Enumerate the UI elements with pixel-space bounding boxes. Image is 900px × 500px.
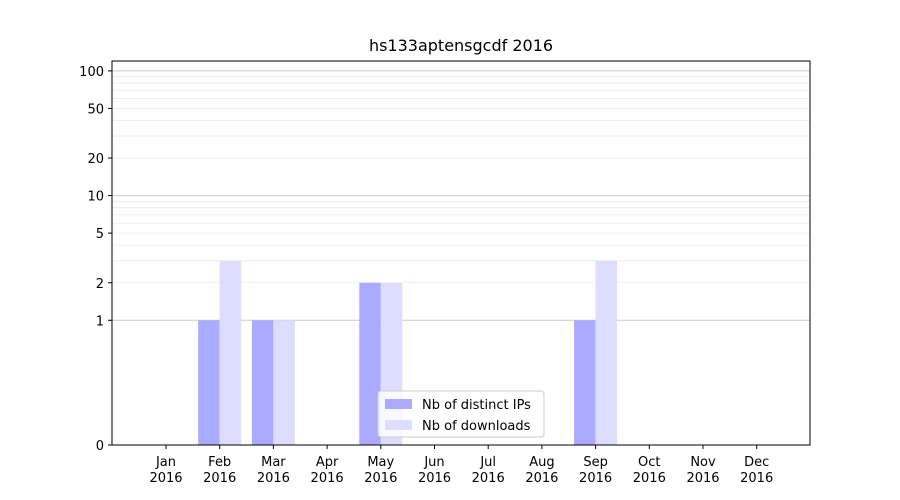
x-tick-label-year: 2016 [686,471,719,486]
x-tick-label-year: 2016 [525,471,558,486]
chart-title: hs133aptensgcdf 2016 [369,36,553,55]
y-tick-label: 0 [96,439,104,454]
x-tick-label-year: 2016 [418,471,451,486]
x-tick-label-year: 2016 [149,471,182,486]
bar-distinct-ips [198,320,220,445]
legend-box [377,390,545,438]
x-tick-label-year: 2016 [740,471,773,486]
x-tick-label-year: 2016 [364,471,397,486]
legend-swatch [385,420,412,430]
x-tick-label-month: Mar [261,455,286,470]
y-tick-label: 5 [96,227,104,242]
y-tick-label: 10 [87,190,104,205]
x-tick-label-year: 2016 [633,471,666,486]
bar-distinct-ips [574,320,596,445]
x-tick-label-month: Jun [423,455,444,470]
x-tick-label-month: Jul [479,455,496,470]
x-tick-label-month: Oct [638,455,660,470]
bar-downloads [219,260,242,445]
legend-label: Nb of downloads [422,419,531,434]
y-tick-label: 20 [87,152,104,167]
x-tick-label-month: Feb [208,455,231,470]
y-tick-label: 1 [96,314,104,329]
x-tick-label-month: Jan [155,455,176,470]
x-tick-label-year: 2016 [579,471,612,486]
x-tick-label-month: May [367,455,394,470]
bar-downloads [273,320,295,445]
x-tick-label-month: Aug [529,455,554,470]
legend-swatch [385,399,412,409]
bar-downloads [595,260,618,445]
y-tick-label: 2 [96,277,104,292]
x-tick-label-month: Dec [744,455,769,470]
legend-label: Nb of distinct IPs [422,398,531,413]
x-tick-label-year: 2016 [311,471,344,486]
x-tick-label-year: 2016 [472,471,505,486]
bar-distinct-ips [359,282,381,445]
x-tick-label-month: Nov [690,455,716,470]
bar-distinct-ips [251,320,274,445]
x-tick-label-month: Apr [316,455,339,470]
legend: Nb of distinct IPs Nb of downloads [377,390,545,438]
y-tick-label: 50 [87,102,104,117]
x-tick-label-year: 2016 [203,471,236,486]
axes: 0125102050100Jan2016Feb2016Mar2016Apr201… [79,60,811,486]
plot-frame [111,60,811,446]
x-tick-label-year: 2016 [257,471,290,486]
grid-lines [112,70,810,321]
y-tick-label: 100 [79,65,104,80]
x-tick-label-month: Sep [583,455,608,470]
